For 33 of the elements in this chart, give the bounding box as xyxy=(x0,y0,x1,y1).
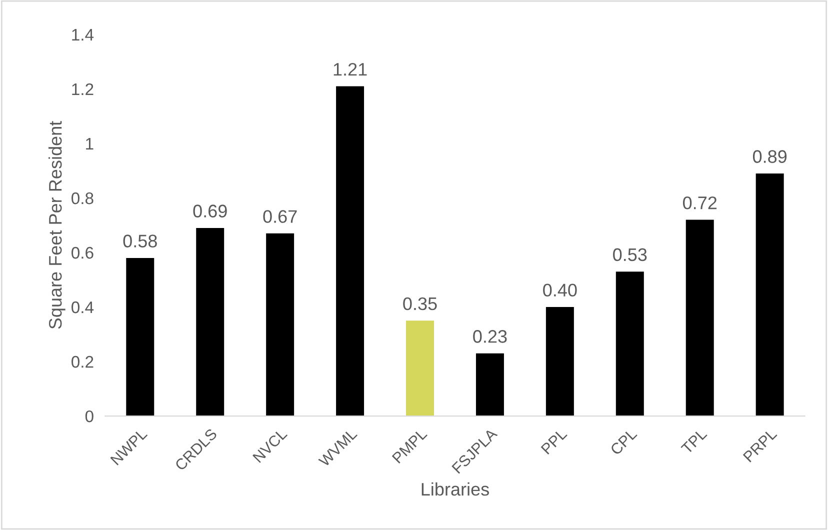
y-tick-label: 1 xyxy=(86,138,94,150)
x-tick-label: CPL xyxy=(610,428,638,456)
data-label: 0.72 xyxy=(683,196,717,210)
x-tick-label: TPL xyxy=(680,428,708,455)
bar xyxy=(196,228,224,416)
data-label: 0.89 xyxy=(752,150,787,163)
bar xyxy=(336,86,364,416)
bar xyxy=(266,233,294,416)
x-axis-title: Libraries xyxy=(422,482,489,496)
bar xyxy=(756,173,784,416)
data-label: 0.58 xyxy=(123,234,157,248)
y-tick-label: 1.2 xyxy=(72,83,94,96)
data-label: 0.67 xyxy=(263,210,297,223)
bar xyxy=(476,353,504,416)
bar xyxy=(616,272,644,416)
data-label: 0.69 xyxy=(193,204,227,218)
y-tick-label: 0.4 xyxy=(72,301,94,314)
y-tick-label: 0.2 xyxy=(72,356,94,368)
y-axis-title: Square Feet Per Resident xyxy=(48,120,66,329)
data-label: 0.53 xyxy=(613,248,647,262)
bar xyxy=(406,320,434,416)
y-tick-label: 1.4 xyxy=(72,29,94,40)
bar xyxy=(686,220,714,416)
y-tick-label: 0.6 xyxy=(72,246,94,259)
data-label: 0.40 xyxy=(543,284,577,297)
bar xyxy=(546,307,574,416)
y-tick-label: 0 xyxy=(85,410,94,422)
bar xyxy=(126,258,154,416)
data-label: 0.35 xyxy=(403,297,437,310)
x-tick-label: PPL xyxy=(540,428,568,455)
y-tick-label: 0.8 xyxy=(72,192,94,204)
data-label: 1.21 xyxy=(334,62,367,76)
data-label: 0.23 xyxy=(473,330,507,343)
